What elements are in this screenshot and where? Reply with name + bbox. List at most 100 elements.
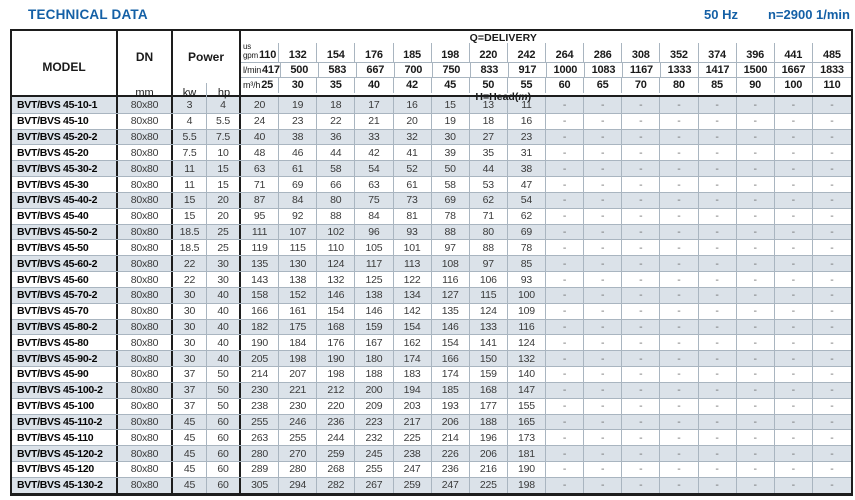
- head-value-cell: -: [775, 224, 813, 240]
- model-cell: BVT/BVS 45-70: [12, 303, 118, 319]
- head-value-cell: -: [622, 161, 661, 177]
- table-row: BVT/BVS 45-90 80x80 37 50 214 207 198 188 183 174…: [12, 366, 851, 382]
- l-min-cell: l/min 417: [241, 62, 281, 77]
- head-value-cell: 62: [508, 208, 546, 224]
- head-value-cell: -: [622, 477, 661, 493]
- hp-cell: 10: [207, 145, 241, 161]
- head-value-cell: -: [775, 272, 813, 287]
- head-value-cell: 175: [279, 319, 318, 335]
- table-row: BVT/BVS 45-70 80x80 30 40 166 161 154 146 142 135…: [12, 302, 851, 319]
- head-value-cell: 63: [355, 177, 394, 192]
- power-column-header: Power kw hp: [173, 31, 241, 103]
- dn-cell: 80x80: [118, 208, 173, 224]
- head-value-cell: -: [584, 161, 623, 177]
- head-title-pre: H=Head(: [475, 90, 519, 103]
- table-row: BVT/BVS 45-70-2 80x80 30 40 158 152 146 138 134 1…: [12, 286, 851, 303]
- us-gpm-cell: 485: [813, 43, 851, 62]
- head-value-cell: -: [660, 446, 699, 462]
- l-min-value: 1833: [820, 63, 844, 76]
- head-value-cell: 23: [508, 129, 546, 145]
- model-cell: BVT/BVS 45-120: [12, 462, 118, 477]
- head-value-cell: 181: [508, 446, 546, 462]
- us-gpm-value: 286: [593, 48, 612, 61]
- head-value-cell: 159: [355, 319, 394, 335]
- head-value-cell: -: [660, 382, 699, 398]
- head-value-cell: -: [775, 462, 813, 477]
- model-cell: BVT/BVS 45-50-2: [12, 224, 118, 240]
- dn-cell: 80x80: [118, 319, 173, 335]
- head-value-cell: 209: [355, 398, 394, 414]
- table-row: BVT/BVS 45-120 80x80 45 60 289 280 268 255 247 23…: [12, 461, 851, 477]
- l-min-cell: 750: [433, 62, 471, 77]
- head-value-cell: 225: [394, 430, 432, 446]
- kw-cell: 15: [173, 192, 207, 208]
- model-cell: BVT/BVS 45-60: [12, 272, 118, 287]
- head-value-cell: 236: [317, 414, 356, 430]
- head-value-cell: 282: [317, 477, 356, 493]
- m3h-value: 55: [520, 79, 533, 92]
- page-title: TECHNICAL DATA: [28, 7, 148, 22]
- head-value-cell: -: [622, 367, 661, 382]
- l-min-value: 417: [262, 63, 280, 76]
- head-value-cell: 39: [432, 145, 470, 161]
- m3h-cell: 70: [622, 77, 661, 93]
- head-value-cell: 88: [317, 208, 356, 224]
- kw-cell: 45: [173, 462, 207, 477]
- head-value-cell: -: [546, 161, 585, 177]
- power-label: Power: [187, 49, 224, 64]
- head-value-cell: -: [660, 177, 699, 192]
- head-value-cell: 88: [432, 224, 470, 240]
- us-gpm-cell: 352: [660, 43, 699, 62]
- head-value-cell: -: [830, 257, 834, 270]
- table-row: BVT/BVS 45-40-2 80x80 15 20 87 84 80 75 73 69 62 54…: [12, 191, 851, 208]
- dn-cell: 80x80: [118, 177, 173, 192]
- head-value-cell: -: [699, 177, 737, 192]
- head-value-cell: 143: [241, 272, 280, 287]
- head-value-cell: -: [775, 192, 813, 208]
- head-value-cell: 177: [470, 398, 508, 414]
- model-cell: BVT/BVS 45-120-2: [12, 446, 118, 462]
- head-value-cell: -: [546, 446, 585, 462]
- head-value-cell: 280: [279, 462, 318, 477]
- head-value-cell: 259: [394, 477, 432, 493]
- head-value-cell: 13: [470, 97, 508, 113]
- head-value-cell: 223: [355, 414, 394, 430]
- head-value-cell: -: [660, 430, 699, 446]
- head-value-cell: -: [660, 414, 699, 430]
- dn-unit-label: mm: [135, 86, 154, 99]
- head-value-cell: -: [699, 462, 737, 477]
- head-value-cell: 190: [241, 335, 280, 351]
- us-gpm-cell: 176: [355, 43, 394, 62]
- head-value-cell: -: [546, 113, 585, 129]
- hp-cell: 60: [207, 446, 241, 462]
- head-value-cell: -: [737, 161, 775, 177]
- head-value-cell: -: [546, 335, 585, 351]
- table-row: BVT/BVS 45-60-2 80x80 22 30 135 130 124 117 113 1…: [12, 255, 851, 272]
- delivery-title: Q=DELIVERY: [469, 32, 538, 44]
- head-value-cell: 32: [394, 129, 432, 145]
- head-value-cell: -: [660, 240, 699, 256]
- head-value-cell: 185: [432, 382, 470, 398]
- head-value-cell: -: [546, 303, 585, 319]
- table-row: BVT/BVS 45-90-2 80x80 30 40 205 198 190 180 174 1…: [12, 350, 851, 367]
- head-value-cell: -: [660, 208, 699, 224]
- m3h-value: 35: [329, 79, 342, 92]
- head-value-cell: 124: [470, 303, 508, 319]
- head-value-cell: 124: [317, 256, 356, 272]
- head-value-cell: -: [584, 97, 623, 113]
- head-value-cell: -: [699, 430, 737, 446]
- m3h-value: 100: [784, 79, 803, 92]
- l-min-header-row: l/min 417 500 583 667 700 750 833 917 1000 1083 116…: [241, 62, 851, 78]
- head-value-cell: 61: [394, 177, 432, 192]
- head-value-cell: 66: [317, 177, 356, 192]
- model-cell: BVT/BVS 45-30-2: [12, 161, 118, 177]
- head-value-cell: 214: [432, 430, 470, 446]
- m3h-cell: 90: [737, 77, 775, 93]
- head-value-cell: 127: [432, 287, 470, 303]
- head-value-cell: -: [699, 224, 737, 240]
- head-value-cell: 119: [241, 240, 280, 256]
- head-value-cell: 47: [508, 177, 546, 192]
- us-gpm-value: 110: [258, 48, 277, 61]
- head-value-cell: -: [830, 305, 834, 318]
- head-value-cell: 105: [355, 240, 394, 256]
